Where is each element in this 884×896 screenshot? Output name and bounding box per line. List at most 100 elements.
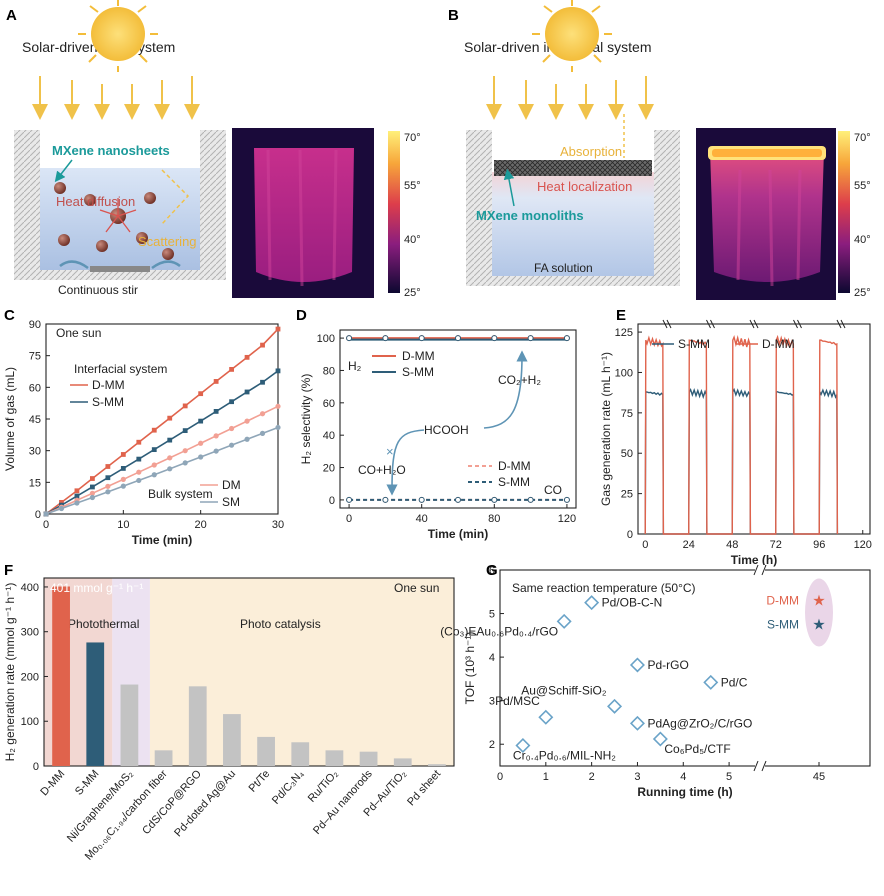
legend-label: DM [222,478,241,492]
data-point [244,436,250,442]
point-label: PdAg@ZrO₂/C/rGO [647,716,752,730]
colorbar-b-tick-25: 25° [854,287,871,299]
point-label: Cr₀.₄Pd₀.₆/MIL-NH₂ [513,749,616,763]
point-label: Co₆Pd₅/CTF [664,742,730,756]
data-point [89,494,95,501]
data-point [491,496,498,503]
series-line [45,328,279,515]
fa-solution-label: FA solution [534,261,593,275]
data-point [74,500,80,506]
chart-d-coh2o-label: CO+H₂O [358,463,406,477]
data-point [244,389,250,395]
x-axis-label: Running time (h) [637,785,732,799]
plot-frame [637,323,871,535]
axis-break [710,319,715,329]
y-tick-label: 30 [29,446,41,458]
data-point [213,379,219,384]
axis-break [753,319,759,329]
plot-frame [45,323,279,515]
series-line [644,387,839,535]
y-tick-label: 200 [21,671,39,683]
legend-label: D-MM [402,349,435,363]
data-point [74,493,80,499]
x-category-label: Ni/Graphene/MoS₂ [65,768,136,845]
data-point [629,657,645,673]
x-tick-label: 1 [543,771,549,783]
point-label: Pd/C [721,675,748,689]
y-tick-label: 4 [489,652,495,664]
y-tick-label: 100 [317,333,335,345]
x-tick-label: 0 [642,539,648,551]
mxene-nanosheets-label: MXene nanosheets [52,143,170,158]
y-tick-label: 0 [35,509,41,521]
x-tick-label: 40 [416,513,428,525]
data-point [136,469,142,475]
chart-f-note: One sun [394,581,439,595]
x-tick-label: 2 [589,771,595,783]
x-tick-label: 24 [683,539,695,551]
chart-d-h2-group-label: H₂ [348,359,362,373]
colorbar-b: 70° 55° 40° 25° [838,131,871,299]
data-point [89,490,95,496]
data-point [229,442,235,448]
data-point [151,447,157,453]
axis-break [793,319,798,329]
axis-break [753,564,759,576]
panel-letter-e: E [616,307,626,324]
legend-label: S-MM [678,337,710,351]
y-axis-label: TOF (10³ h⁻¹) [463,632,477,705]
data-point [346,496,353,503]
heat-diffusion-label: Heat diffusion [56,194,135,209]
axis-break [666,319,672,329]
data-point [198,418,204,424]
panel-b: B Solar-driven interfacial system [448,0,871,300]
bar [393,758,412,766]
data-point [259,411,266,417]
panel-a: A Solar-driven bulk system [6,0,421,299]
data-point [382,496,389,503]
axis-break [706,319,711,329]
data-point [105,464,111,469]
y-tick-label: 0 [627,529,633,541]
sun-icon [78,0,158,72]
data-point [652,731,668,747]
data-point [418,496,425,503]
thermal-image-a [232,128,374,298]
data-point [275,368,281,374]
data-point [229,399,234,405]
panel-letter-a: A [6,7,17,24]
data-point [244,418,250,424]
bar [120,684,139,766]
data-point [275,403,281,409]
colorbar-a-tick-25: 25° [404,287,421,299]
point-label: (Co₃)EAu₀.₆Pd₀.₄/rGO [440,624,558,638]
x-category-label: S-MM [73,768,102,798]
data-point [198,391,204,397]
data-point [213,448,219,454]
panel-letter-c: C [4,307,15,324]
x-tick-label: 120 [854,539,872,551]
data-point [120,476,126,482]
bar [428,764,446,766]
chart-c-gas-volume: C One sun Interfacial system Bulk system… [3,307,284,547]
data-point [556,613,572,629]
plot-frame [43,577,455,767]
sunlight-arrows [32,76,200,120]
data-point [213,433,219,439]
x-tick-label: 45 [813,771,825,783]
data-point [58,505,65,512]
bulk-reactor-diagram: MXene nanosheets Heat diffusion Scatteri… [14,130,226,297]
chart-f-region2-label: Photo catalysis [240,617,321,631]
x-tick-label: 72 [770,539,782,551]
legend-label: D-MM [762,337,795,351]
x-tick-label: 4 [680,771,686,783]
bar [223,714,241,766]
point-label: Au@Schiff-SiO₂ [521,683,607,697]
data-point [120,483,126,489]
highlight-region [805,578,833,647]
data-point [167,437,173,443]
chart-e-cycling: E 0 25 50 75 100 125 Gas generation rate (mL h… [599,307,872,567]
chart-c-bulk-label: Bulk system [148,487,213,501]
axis-break [761,760,767,772]
